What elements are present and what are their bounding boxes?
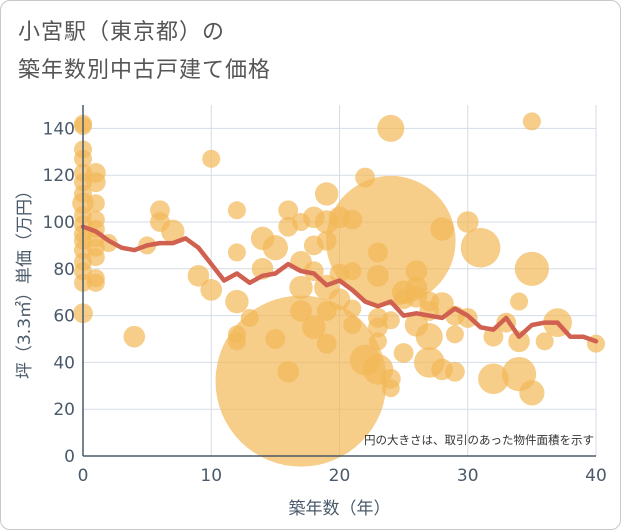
- x-tick-label: 0: [78, 466, 89, 486]
- data-bubble: [368, 332, 387, 351]
- data-bubble: [227, 243, 246, 262]
- data-bubble: [367, 265, 389, 287]
- x-tick-label: 40: [585, 466, 607, 486]
- data-bubble: [343, 262, 362, 281]
- data-bubble: [522, 112, 541, 131]
- data-bubble: [225, 289, 249, 314]
- y-tick-label: 20: [53, 400, 75, 420]
- data-bubble: [278, 200, 299, 221]
- y-tick-label: 40: [53, 353, 75, 373]
- x-tick-label: 30: [457, 466, 479, 486]
- data-bubble: [508, 330, 530, 353]
- data-bubble: [277, 360, 300, 383]
- y-tick-label: 0: [64, 447, 75, 467]
- data-bubble: [405, 260, 428, 282]
- data-bubble: [381, 311, 400, 330]
- y-tick-label: 140: [43, 119, 75, 139]
- y-tick-label: 60: [53, 307, 75, 327]
- data-bubble: [381, 379, 400, 398]
- data-bubble: [510, 292, 529, 311]
- data-bubble: [316, 301, 337, 321]
- data-bubble: [519, 380, 545, 406]
- y-tick-label: 100: [43, 213, 75, 233]
- data-bubble: [456, 211, 479, 233]
- y-axis-label: 坪（3.3㎡）単価（万円）: [15, 182, 35, 379]
- data-bubble: [250, 226, 275, 251]
- data-bubble: [460, 227, 501, 268]
- data-bubble: [302, 315, 326, 339]
- tick-labels: 0 10 20 30 40 0 20 40 60 80 100 120 140: [43, 119, 607, 486]
- x-axis-label: 築年数（年）: [289, 499, 391, 519]
- data-bubble: [150, 212, 170, 232]
- data-bubble: [240, 308, 259, 327]
- data-bubble: [377, 114, 405, 142]
- data-bubble: [393, 289, 414, 310]
- data-bubble: [316, 333, 337, 354]
- data-bubble: [227, 332, 246, 351]
- data-bubble: [289, 275, 313, 300]
- data-bubble: [445, 361, 465, 382]
- axes: [82, 105, 596, 457]
- average-price-line: [80, 224, 599, 344]
- data-bubble: [343, 315, 362, 334]
- data-bubble: [290, 300, 312, 322]
- chart-title-line-2: 築年数別中古戸建て価格: [18, 58, 272, 83]
- data-bubble: [86, 194, 105, 213]
- data-bubble: [86, 248, 105, 267]
- data-bubble: [342, 209, 363, 230]
- x-tick-label: 20: [329, 466, 351, 486]
- data-bubble: [404, 313, 429, 337]
- data-bubble: [535, 332, 554, 351]
- data-bubble: [187, 265, 210, 287]
- data-bubble: [265, 329, 286, 349]
- data-bubble: [355, 167, 376, 188]
- data-bubble: [86, 273, 105, 292]
- data-bubble: [215, 295, 387, 467]
- chart-title-line-1: 小宮駅（東京都）の: [18, 20, 226, 45]
- data-bubble: [123, 325, 146, 348]
- data-bubble: [393, 343, 414, 363]
- data-bubble: [343, 299, 362, 318]
- data-bubble: [316, 230, 337, 251]
- y-tick-label: 120: [43, 166, 75, 186]
- data-bubble: [227, 201, 246, 220]
- data-bubble: [202, 149, 221, 168]
- data-bubble: [85, 172, 106, 193]
- data-bubble: [445, 325, 464, 344]
- data-bubble: [314, 182, 339, 206]
- y-tick-label: 80: [53, 260, 75, 280]
- bubble-size-note: 円の大きさは、取引のあった物件面積を示す: [364, 433, 594, 447]
- data-bubble: [478, 363, 509, 395]
- x-tick-label: 10: [200, 466, 222, 486]
- data-bubble: [514, 251, 549, 286]
- data-bubble: [200, 279, 223, 301]
- data-bubble: [368, 242, 388, 263]
- data-bubble: [430, 217, 454, 241]
- data-bubble: [483, 326, 504, 347]
- data-bubble: [292, 213, 311, 231]
